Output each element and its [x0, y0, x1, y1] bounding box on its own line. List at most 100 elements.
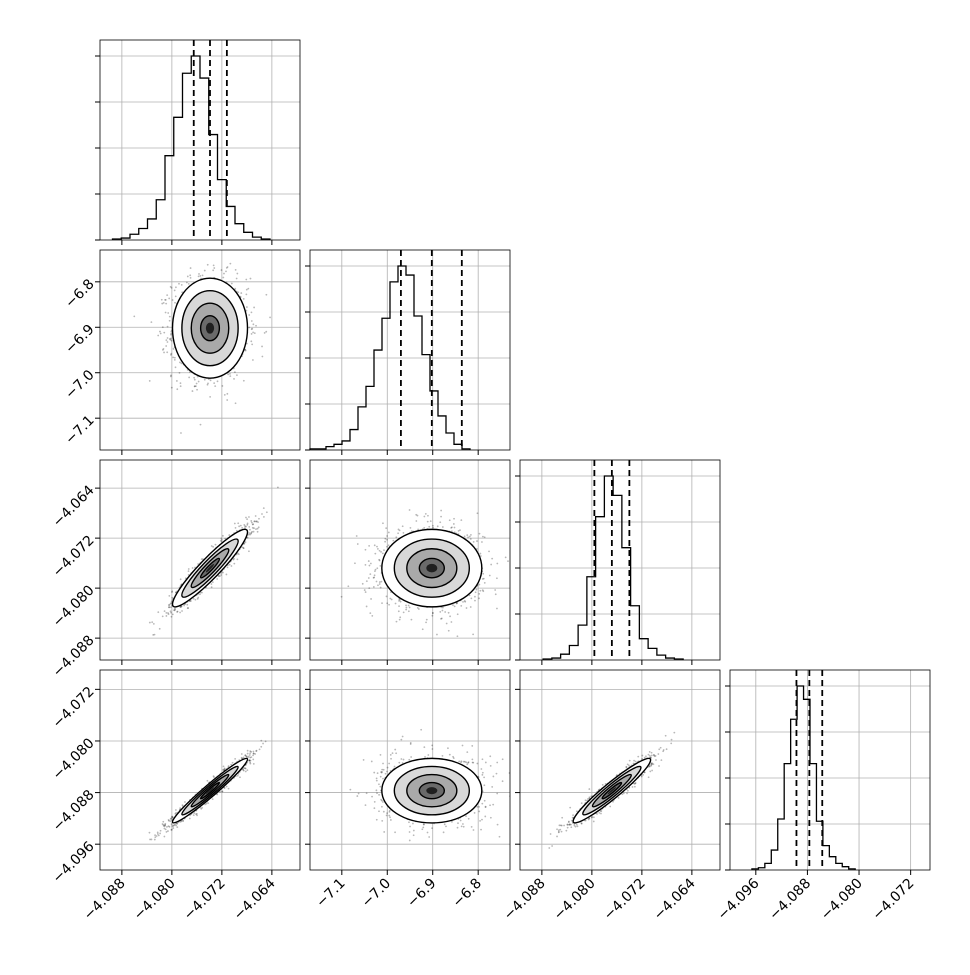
- sample-point: [369, 573, 371, 575]
- sample-point: [177, 611, 179, 613]
- sample-point: [154, 839, 156, 841]
- sample-point: [221, 385, 223, 387]
- sample-point: [152, 634, 154, 636]
- sample-point: [236, 278, 238, 280]
- sample-point: [181, 284, 183, 286]
- sample-point: [246, 289, 248, 291]
- sample-point: [178, 283, 180, 285]
- panel-frame: [730, 670, 930, 870]
- sample-point: [264, 332, 266, 334]
- sample-point: [251, 333, 253, 335]
- sample-point: [162, 349, 164, 351]
- sample-point: [269, 317, 271, 319]
- sample-point: [166, 294, 168, 296]
- sample-point: [368, 587, 370, 589]
- sample-point: [388, 544, 390, 546]
- sample-point: [224, 394, 226, 396]
- sample-point: [382, 552, 384, 554]
- sample-point: [462, 601, 464, 603]
- sample-point: [240, 292, 242, 294]
- sample-point: [193, 814, 195, 816]
- sample-point: [245, 517, 247, 519]
- sample-point: [263, 516, 265, 518]
- sample-point: [460, 519, 462, 521]
- sample-point: [370, 563, 372, 565]
- sample-point: [250, 278, 252, 280]
- sample-point: [247, 753, 249, 755]
- sample-point: [479, 590, 481, 592]
- sample-point: [174, 290, 176, 292]
- sample-point: [197, 597, 199, 599]
- y-tick-label: −4.080: [50, 582, 98, 630]
- sample-point: [211, 586, 213, 588]
- sample-point: [398, 605, 400, 607]
- sample-point: [399, 619, 401, 621]
- sample-point: [188, 570, 190, 572]
- sample-point: [251, 312, 253, 314]
- sample-point: [234, 371, 236, 373]
- sample-point: [245, 771, 247, 773]
- sample-point: [165, 345, 167, 347]
- sample-point: [170, 334, 172, 336]
- sample-point: [384, 538, 386, 540]
- sample-point: [470, 538, 472, 540]
- sample-point: [252, 331, 254, 333]
- sample-point: [247, 523, 249, 525]
- sample-point: [257, 521, 259, 523]
- hist-panel-0: [95, 40, 300, 245]
- sample-point: [476, 540, 478, 542]
- sample-point: [474, 596, 476, 598]
- sample-point: [226, 393, 228, 395]
- sample-point: [258, 518, 260, 520]
- sample-point: [405, 604, 407, 606]
- sample-point: [366, 580, 368, 582]
- sample-point: [196, 383, 198, 385]
- sample-point: [165, 299, 167, 301]
- sample-point: [183, 605, 185, 607]
- sample-point: [483, 578, 485, 580]
- sample-point: [379, 583, 381, 585]
- sample-point: [207, 382, 209, 384]
- sample-point: [513, 560, 515, 562]
- sample-point: [415, 520, 417, 522]
- sample-point: [150, 321, 152, 323]
- sample-point: [365, 591, 367, 593]
- sample-point: [409, 509, 411, 511]
- sample-point: [400, 601, 402, 603]
- sample-point: [193, 377, 195, 379]
- sample-point: [171, 340, 173, 342]
- sample-point: [252, 754, 254, 756]
- sample-point: [243, 547, 245, 549]
- sample-point: [386, 539, 388, 541]
- sample-point: [239, 776, 241, 778]
- sample-point: [170, 376, 172, 378]
- sample-point: [216, 578, 218, 580]
- sample-point: [252, 524, 254, 526]
- y-tick-label: −6.8: [62, 276, 97, 311]
- sample-point: [233, 378, 235, 380]
- sample-point: [238, 525, 240, 527]
- y-tick-label: −6.9: [62, 322, 97, 357]
- sample-point: [248, 327, 250, 329]
- sample-point: [410, 527, 412, 529]
- sample-point: [379, 565, 381, 567]
- sample-point: [253, 307, 255, 309]
- sample-point: [408, 605, 410, 607]
- sample-point: [427, 521, 429, 523]
- sample-point: [368, 560, 370, 562]
- sample-point: [172, 613, 174, 615]
- sample-point: [207, 802, 209, 804]
- sample-point: [371, 615, 373, 617]
- sample-point: [252, 323, 254, 325]
- sample-point: [426, 619, 428, 621]
- sample-point: [496, 577, 498, 579]
- sample-point: [167, 337, 169, 339]
- sample-point: [251, 343, 253, 345]
- sample-point: [362, 583, 364, 585]
- sample-point: [432, 527, 434, 529]
- sample-point: [374, 553, 376, 555]
- pair-content: [149, 740, 267, 841]
- sample-point: [162, 326, 164, 328]
- sample-point: [190, 277, 192, 279]
